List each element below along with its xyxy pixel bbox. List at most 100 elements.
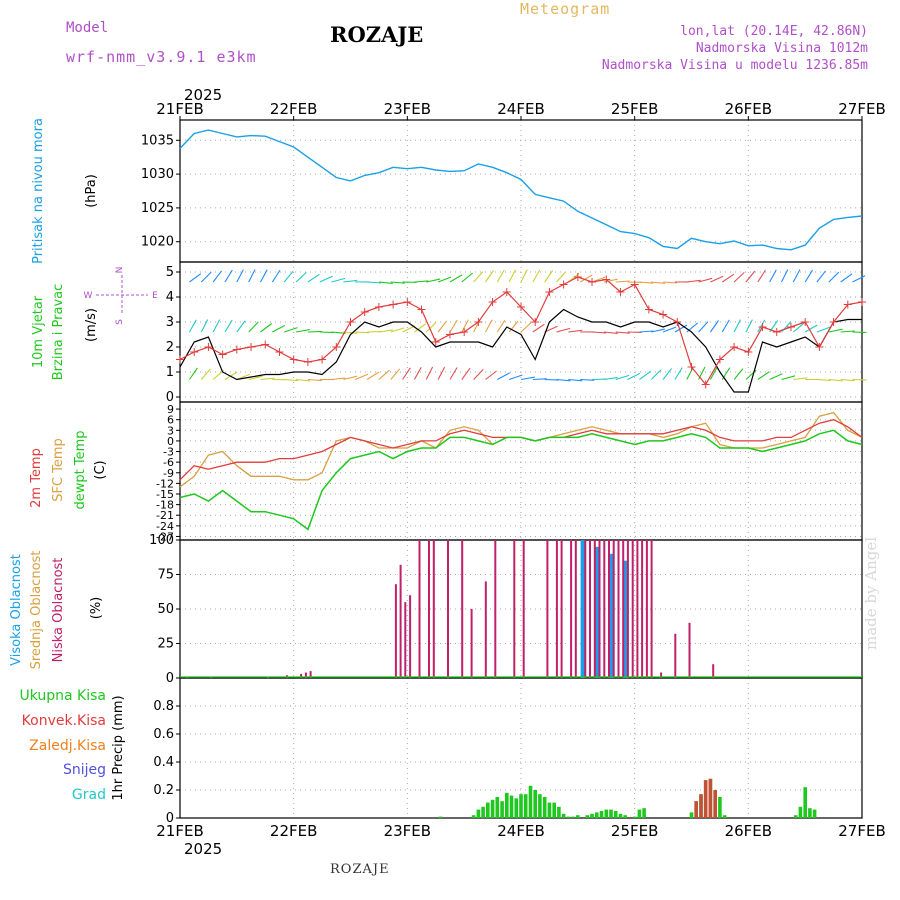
- cloud-unit-label: (%): [89, 597, 104, 620]
- wind-gust-marker: [673, 318, 682, 326]
- wind-arrow: [343, 375, 358, 381]
- x-tick-label-bottom: 26FEB: [725, 822, 772, 840]
- wind-arrow: [804, 324, 818, 333]
- wind-gust-marker: [176, 355, 184, 364]
- wind-axis-label: 10m Vjetar: [31, 295, 46, 368]
- cloud-bar-low: [608, 540, 610, 678]
- precip-bar-total: [519, 794, 523, 818]
- cloud-bar-low: [304, 672, 307, 678]
- wind-arrow: [200, 271, 212, 283]
- wind-gust-marker: [573, 273, 582, 281]
- meteogram-label: Meteogram: [520, 0, 611, 18]
- cloud-bar-low: [409, 595, 412, 678]
- cloud-bar-low: [418, 540, 421, 678]
- cloud-bar-low: [660, 672, 663, 678]
- wind-arrow: [556, 271, 567, 283]
- wind-gust-marker: [332, 343, 341, 351]
- cloud-bar-low: [674, 633, 677, 678]
- cloud-bar-low: [484, 581, 487, 678]
- wind-arrow: [674, 367, 683, 380]
- y-tick-label: 50: [157, 602, 174, 617]
- wind-arrow: [651, 328, 666, 333]
- wind-gust-marker: [843, 300, 852, 309]
- cloud-bar-high: [594, 546, 599, 678]
- credit-watermark: made by Angel: [862, 536, 880, 650]
- wind-arrow: [580, 378, 595, 381]
- wind-arrow: [733, 319, 741, 333]
- wind-gust-marker: [545, 288, 554, 296]
- altitude-label: Nadmorska Visina 1012m: [695, 41, 868, 56]
- wind-arrow: [508, 320, 519, 333]
- wind-arrow: [710, 275, 724, 283]
- cloud-bar-low: [650, 540, 653, 678]
- precip-bar-total: [490, 799, 495, 818]
- wind-arrow: [271, 269, 281, 283]
- lonlat-label: lon,lat (20.14E, 42.86N): [680, 24, 868, 39]
- precip-bar-total: [533, 790, 537, 818]
- precip-bar-total: [637, 809, 642, 818]
- wind-arrow: [497, 372, 510, 380]
- x-tick-label-bottom: 25FEB: [611, 822, 658, 840]
- cloud-bar-low: [546, 540, 549, 678]
- wind-arrow: [757, 269, 766, 283]
- precip-bar-total: [613, 811, 618, 818]
- wind-gust-marker: [786, 323, 795, 331]
- pressure-unit-label: (hPa): [84, 174, 99, 208]
- wind-arrow: [686, 279, 701, 283]
- wind-arrow: [804, 269, 813, 283]
- wind-arrow: [331, 331, 346, 334]
- wind-arrow: [473, 271, 484, 283]
- wind-gust-marker: [318, 355, 327, 364]
- wind-arrow: [686, 366, 694, 380]
- precip-bar-total: [642, 808, 646, 818]
- wind-arrow: [414, 323, 427, 333]
- precip-bar-convective: [708, 778, 713, 818]
- y-tick-label: 0.6: [153, 727, 174, 742]
- y-tick-label: 0.4: [153, 755, 174, 770]
- wind-arrow: [639, 330, 654, 333]
- precip-bar-total: [528, 785, 533, 818]
- year-label-bottom: 2025: [184, 840, 222, 858]
- cloud-bar-low: [513, 540, 516, 678]
- y-tick-label: 4: [166, 290, 174, 305]
- y-tick-label: 1020: [141, 235, 174, 250]
- y-tick-label: 6: [167, 414, 174, 427]
- wind-gust-marker: [261, 340, 270, 349]
- wind-arrow: [852, 275, 866, 283]
- y-tick-label: 3: [167, 424, 174, 437]
- precip-bar-convective: [699, 794, 703, 818]
- compass-s: S: [115, 319, 125, 325]
- cloud-bar-low: [641, 540, 644, 678]
- page-title: ROZAJE: [330, 22, 424, 47]
- y-tick-label: 1035: [141, 133, 174, 148]
- wind-arrow: [840, 378, 855, 382]
- precip-bar-total: [500, 801, 504, 818]
- precip-bar-total: [571, 816, 575, 818]
- wind-arrow: [260, 323, 273, 333]
- cloud-bar-low: [461, 540, 464, 678]
- precip-bar-total: [476, 809, 481, 818]
- wind-arrow: [260, 377, 275, 381]
- cloud-bar-low: [309, 671, 312, 678]
- wind-arrow: [189, 367, 198, 380]
- wind-gust-marker: [801, 318, 810, 326]
- wind-gust-marker: [630, 280, 639, 289]
- wind-arrow: [721, 273, 735, 283]
- cloud-bar-low: [622, 540, 625, 678]
- cloud-bar-low: [688, 622, 691, 678]
- wind-arrow: [212, 319, 221, 333]
- y-tick-label: -6: [163, 456, 174, 469]
- wind-arrow: [520, 376, 535, 381]
- wind-arrow: [840, 330, 855, 333]
- x-tick-label-top: 22FEB: [270, 100, 317, 118]
- wind-arrow: [224, 319, 233, 333]
- precip-bar-convective: [703, 780, 708, 818]
- wind-arrow: [284, 378, 299, 382]
- wind-arrow: [793, 377, 808, 381]
- wind-gust-marker: [474, 318, 483, 326]
- y-tick-label: 25: [157, 637, 174, 652]
- model-name: wrf-nmm_v3.9.1 e3km: [66, 48, 257, 66]
- wind-arrow: [556, 327, 571, 333]
- precip-legend-2: Zaledj.Kisa: [29, 738, 106, 754]
- pressure-axis-label: Pritisak na nivou mora: [31, 118, 46, 264]
